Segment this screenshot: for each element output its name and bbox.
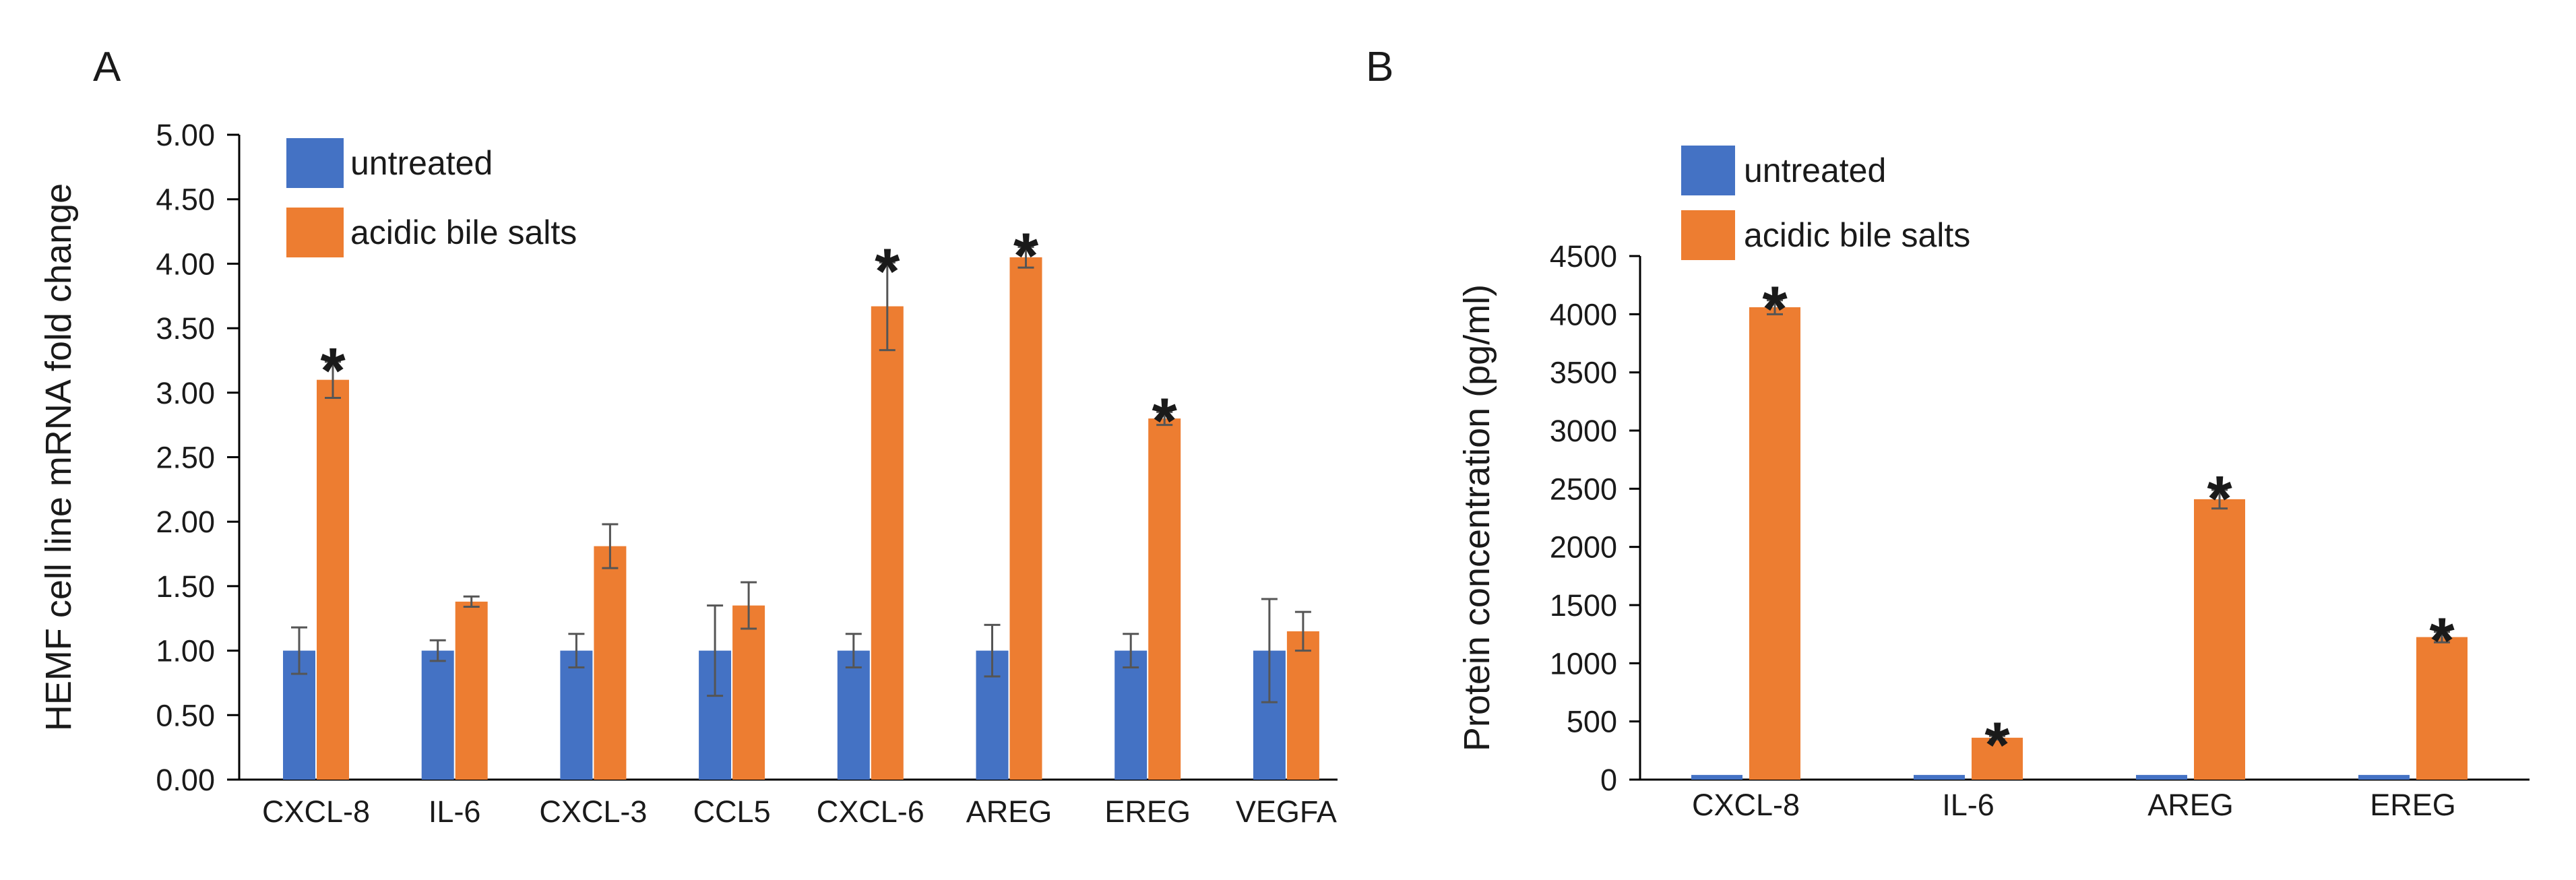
bar-acidic-bile-salts-areg <box>1009 257 1042 780</box>
bar-untreated-cxcl-8 <box>1691 775 1742 780</box>
bar-acidic-bile-salts-vegfa <box>1286 631 1319 780</box>
y-tick-label: 3000 <box>1550 414 1617 448</box>
y-tick-label: 3500 <box>1550 356 1617 390</box>
significance-star-il-6: * <box>1984 709 2010 781</box>
x-category-label-cxcl-8: CXCL-8 <box>1692 788 1800 822</box>
y-tick-label: 1000 <box>1550 646 1617 681</box>
bar-untreated-ereg <box>1114 650 1148 780</box>
y-tick-label: 4.50 <box>156 183 215 217</box>
significance-star-ereg: * <box>1152 385 1178 458</box>
bar-acidic-bile-salts-cxcl-8 <box>1749 307 1800 780</box>
y-axis-title: Protein concentration (pg/ml) <box>1457 284 1497 751</box>
x-category-label-cxcl-6: CXCL-6 <box>817 794 924 829</box>
bar-acidic-bile-salts-il-6 <box>455 601 488 780</box>
y-tick-label: 3.00 <box>156 376 215 410</box>
x-category-label-areg: AREG <box>966 794 1053 829</box>
panel-label-a: A <box>93 44 121 90</box>
x-category-label-il-6: IL-6 <box>429 794 481 829</box>
y-tick-label: 500 <box>1567 705 1617 739</box>
y-tick-label: 4.00 <box>156 247 215 281</box>
legend-swatch-acidic-bile-salts <box>286 208 344 257</box>
legend-swatch-untreated <box>286 138 344 188</box>
y-tick-label: 2.00 <box>156 505 215 539</box>
y-tick-label: 2000 <box>1550 530 1617 565</box>
bar-acidic-bile-salts-cxcl-6 <box>871 306 904 780</box>
bar-untreated-cxcl-3 <box>560 650 593 780</box>
legend-label-untreated: untreated <box>350 144 493 182</box>
y-tick-label: 3.50 <box>156 311 215 346</box>
chart-panel-a: A 0.00 0.50 1.00 1.50 2.00 2.50 3.00 3.50 4.00 4.5… <box>38 44 1338 829</box>
x-category-label-ereg: EREG <box>2370 788 2456 822</box>
y-tick-label: 5.00 <box>156 118 215 152</box>
x-category-label-areg: AREG <box>2147 788 2234 822</box>
x-category-label-cxcl-3: CXCL-3 <box>539 794 647 829</box>
bar-acidic-bile-salts-ereg <box>2416 637 2468 780</box>
legend-b: untreated acidic bile salts <box>1681 146 1970 260</box>
y-tick-label: 1.00 <box>156 634 215 668</box>
legend-swatch-acidic-bile-salts <box>1681 210 1735 260</box>
y-tick-label: 4000 <box>1550 297 1617 332</box>
x-category-label-vegfa: VEGFA <box>1236 794 1337 829</box>
bar-acidic-bile-salts-il-6 <box>1972 737 2023 780</box>
bar-acidic-bile-salts-cxcl-3 <box>594 546 627 780</box>
significance-star-ereg: * <box>2429 605 2455 677</box>
chart-panel-b: B 0 500 1000 1500 2000 2500 3000 3500 4000 4500 Pro… <box>1366 44 2530 822</box>
bar-untreated-il-6 <box>1914 775 1965 780</box>
legend-a: untreated acidic bile salts <box>286 138 577 257</box>
bar-acidic-bile-salts-ereg <box>1148 418 1181 780</box>
x-category-label-ccl5: CCL5 <box>693 794 771 829</box>
y-tick-label: 0.50 <box>156 698 215 732</box>
panel-label-b: B <box>1366 44 1393 90</box>
bar-untreated-il-6 <box>421 650 454 780</box>
legend-swatch-untreated <box>1681 146 1735 195</box>
significance-star-cxcl-6: * <box>875 235 900 307</box>
bar-untreated-areg <box>2136 775 2187 780</box>
y-tick-label: 4500 <box>1550 239 1617 274</box>
significance-star-areg: * <box>2207 463 2232 535</box>
y-tick-label: 2500 <box>1550 472 1617 506</box>
legend-label-acidic-bile-salts: acidic bile salts <box>1744 216 1970 254</box>
y-axis-title: HEMF cell line mRNA fold change <box>38 183 79 731</box>
y-tick-label: 1500 <box>1550 588 1617 623</box>
bar-acidic-bile-salts-cxcl-8 <box>317 379 349 780</box>
x-category-label-cxcl-8: CXCL-8 <box>262 794 370 829</box>
bar-acidic-bile-salts-ccl5 <box>732 605 765 780</box>
y-tick-label: 0.00 <box>156 763 215 797</box>
x-category-label-il-6: IL-6 <box>1942 788 1994 822</box>
significance-star-cxcl-8: * <box>320 335 346 407</box>
significance-star-areg: * <box>1013 220 1039 292</box>
legend-label-acidic-bile-salts: acidic bile salts <box>350 214 577 251</box>
legend-label-untreated: untreated <box>1744 152 1886 189</box>
bar-untreated-ereg <box>2358 775 2410 780</box>
bar-untreated-cxcl-6 <box>837 650 870 780</box>
y-tick-label: 2.50 <box>156 441 215 475</box>
y-tick-label: 0 <box>1600 763 1617 797</box>
bar-acidic-bile-salts-areg <box>2194 499 2245 780</box>
y-tick-label: 1.50 <box>156 569 215 604</box>
x-category-label-ereg: EREG <box>1104 794 1191 829</box>
significance-star-cxcl-8: * <box>1762 274 1788 346</box>
